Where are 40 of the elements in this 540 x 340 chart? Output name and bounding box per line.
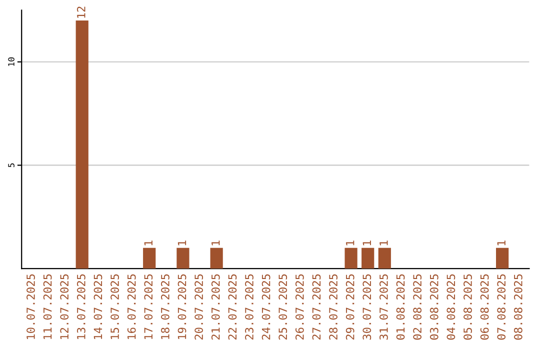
x-tick-label: 10.07.2025 — [26, 274, 35, 340]
x-tick-label: 28.07.2025 — [329, 274, 338, 340]
x-tick-label: 18.07.2025 — [160, 274, 170, 340]
x-tick-label: 12.07.2025 — [60, 274, 69, 340]
x-tick-label: 04.08.2025 — [446, 274, 456, 340]
data-label: 12 — [76, 6, 86, 18]
x-tick-label: 07.08.2025 — [497, 274, 506, 340]
x-tick-label: 22.07.2025 — [228, 274, 237, 340]
x-tick-label: 13.07.2025 — [76, 274, 86, 340]
x-tick-label: 01.08.2025 — [396, 274, 405, 340]
x-tick-label: 19.07.2025 — [178, 274, 186, 340]
data-label: 1 — [144, 240, 152, 246]
data-label: 1 — [178, 240, 186, 246]
x-tick-label: 24.07.2025 — [262, 274, 270, 340]
x-tick-label: 26.07.2025 — [295, 274, 304, 340]
x-tick-label: 05.08.2025 — [464, 274, 472, 340]
x-tick-label: 29.07.2025 — [346, 274, 354, 340]
x-tick-label: 27.07.2025 — [312, 274, 321, 340]
x-tick-label: 08.08.2025 — [514, 274, 522, 340]
data-label: 1 — [362, 240, 371, 246]
x-tick-label: 02.08.2025 — [413, 274, 422, 340]
data-label: 1 — [497, 240, 506, 246]
x-tick-label: 16.07.2025 — [127, 274, 136, 340]
x-tick-label: 17.07.2025 — [144, 274, 153, 340]
x-tick-label: 31.07.2025 — [380, 274, 388, 340]
x-tick-label: 06.08.2025 — [480, 274, 489, 340]
x-tick-label: 11.07.2025 — [43, 274, 52, 340]
data-label: 1 — [380, 240, 388, 246]
data-label: 1 — [212, 240, 220, 246]
data-label: 1 — [346, 240, 354, 246]
x-tick-label: 15.07.2025 — [110, 274, 119, 340]
y-tick-label: 10 — [8, 57, 14, 66]
x-tick-label: 25.07.2025 — [278, 274, 288, 340]
x-tick-label: 20.07.2025 — [194, 274, 204, 340]
x-tick-label: 30.07.2025 — [362, 274, 372, 340]
y-tick-label: 5 — [8, 163, 14, 168]
x-tick-label: 14.07.2025 — [94, 274, 102, 340]
x-tick-label: 23.07.2025 — [245, 274, 254, 340]
x-tick-label: 03.08.2025 — [430, 274, 438, 340]
x-tick-label: 21.07.2025 — [211, 274, 220, 340]
